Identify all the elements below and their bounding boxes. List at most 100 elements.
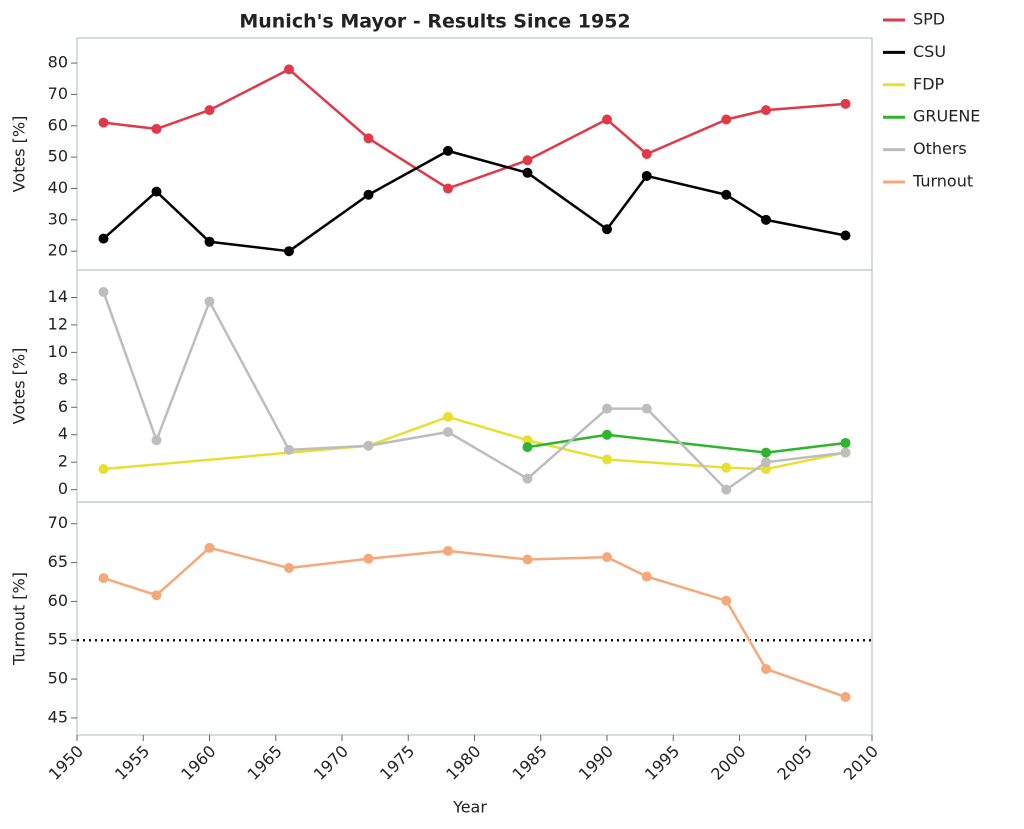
x-tick-label: 1985: [509, 742, 551, 784]
data-point: [98, 286, 109, 297]
series-line: [527, 433, 846, 454]
y-tick-label: 80: [48, 53, 68, 72]
data-point: [761, 457, 771, 468]
data-point: [151, 590, 162, 601]
y-tick-label: 20: [48, 241, 68, 260]
data-point: [151, 435, 162, 446]
data-point: [284, 64, 294, 75]
x-tick-label: 1995: [641, 742, 683, 784]
data-point: [204, 542, 215, 553]
data-point: [443, 545, 453, 556]
data-point: [721, 484, 732, 495]
y-tick-label: 2: [58, 452, 68, 471]
data-point: [602, 454, 612, 465]
x-tick-label: 1975: [376, 742, 418, 784]
legend-label: GRUENE: [913, 107, 980, 126]
data-point: [443, 411, 453, 422]
x-tick-label: 1965: [244, 742, 286, 784]
series-line: [103, 546, 846, 699]
data-point: [641, 149, 652, 159]
data-point: [721, 114, 732, 125]
series-line: [103, 415, 846, 471]
data-point: [602, 552, 612, 563]
data-point: [363, 440, 374, 451]
series-line: [102, 291, 846, 491]
data-point: [443, 145, 453, 156]
x-tick-label: 1970: [310, 742, 352, 784]
data-point: [602, 429, 612, 440]
x-tick-label: 1960: [177, 742, 219, 784]
data-point: [284, 246, 294, 257]
x-tick-label: 2000: [707, 742, 749, 784]
data-point: [761, 663, 771, 674]
y-tick-label: 60: [48, 591, 68, 610]
data-point: [363, 189, 374, 200]
data-point: [602, 114, 612, 125]
data-point: [522, 442, 533, 453]
data-point: [721, 189, 732, 200]
data-point: [522, 473, 533, 484]
data-point: [204, 105, 215, 116]
data-point: [284, 563, 294, 574]
data-point: [641, 571, 652, 582]
y-tick-label: 8: [58, 369, 68, 388]
data-point: [151, 123, 162, 134]
y-tick-label: 50: [48, 669, 68, 688]
y-tick-label: 14: [48, 287, 68, 306]
legend-label: Others: [913, 139, 967, 158]
data-point: [602, 224, 612, 235]
legend-label: FDP: [913, 74, 945, 93]
y-tick-label: 12: [48, 314, 68, 333]
data-point: [363, 133, 374, 144]
data-point: [151, 186, 162, 197]
x-axis-title: Year: [452, 798, 487, 817]
data-point: [98, 573, 109, 584]
legend-label: CSU: [913, 42, 946, 61]
panel-frame: [76, 37, 873, 271]
panel-frame: [76, 501, 873, 736]
data-point: [840, 691, 851, 702]
x-tick-label: 1955: [111, 742, 153, 784]
y-tick-label: 40: [48, 178, 68, 197]
y-axis-title: Votes [%]: [10, 116, 29, 193]
data-point: [840, 230, 851, 241]
x-tick-label: 1980: [442, 742, 484, 784]
y-axis-title: Turnout [%]: [10, 572, 29, 666]
y-tick-label: 45: [48, 707, 68, 726]
data-point: [98, 117, 109, 128]
data-point: [641, 170, 652, 181]
data-point: [761, 214, 771, 225]
x-tick-label: 1990: [575, 742, 617, 784]
legend-label: Turnout: [912, 172, 973, 191]
data-point: [761, 105, 771, 116]
data-point: [443, 426, 453, 437]
y-tick-label: 0: [58, 479, 68, 498]
data-point: [761, 447, 771, 458]
data-point: [443, 183, 453, 194]
data-point: [840, 437, 851, 448]
data-point: [641, 403, 652, 414]
data-point: [204, 296, 215, 307]
data-point: [522, 435, 533, 446]
data-point: [522, 167, 533, 178]
x-tick-label: 2010: [840, 742, 882, 784]
y-tick-label: 30: [48, 209, 68, 228]
data-point: [98, 464, 109, 475]
chart-title: Munich's Mayor - Results Since 1952: [239, 11, 630, 33]
y-tick-label: 65: [48, 552, 68, 571]
data-point: [98, 233, 109, 244]
y-tick-label: 70: [48, 513, 68, 532]
y-tick-label: 55: [48, 630, 68, 649]
data-point: [522, 155, 533, 166]
y-tick-label: 70: [48, 84, 68, 103]
legend-label: SPD: [913, 10, 945, 29]
data-point: [840, 98, 851, 109]
data-point: [284, 444, 294, 455]
y-tick-label: 6: [58, 397, 68, 416]
data-point: [602, 403, 612, 414]
panel-frame: [76, 269, 873, 503]
data-point: [840, 447, 851, 458]
y-tick-label: 4: [58, 424, 68, 443]
